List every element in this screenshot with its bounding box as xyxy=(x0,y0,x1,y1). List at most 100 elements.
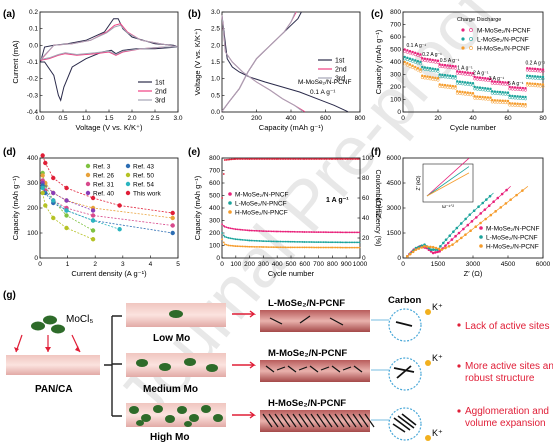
y-tick-label: 200 xyxy=(27,205,38,212)
ce-point xyxy=(308,158,311,160)
rate-point xyxy=(413,67,417,71)
eis-point xyxy=(406,255,409,258)
x-tick-label: 800 xyxy=(355,115,366,122)
inset-fit-line xyxy=(426,166,470,197)
eis-point xyxy=(444,244,447,247)
cycle-point xyxy=(258,230,261,232)
eis-point xyxy=(431,251,435,255)
rate-point xyxy=(408,64,412,68)
rate-point xyxy=(443,75,447,79)
data-point xyxy=(170,210,175,216)
cycle-point xyxy=(348,231,351,234)
cycle-point xyxy=(262,240,265,243)
eis-point xyxy=(452,230,455,234)
cycle-point xyxy=(236,228,239,231)
rate-point xyxy=(468,73,472,77)
cycle-point xyxy=(325,241,328,244)
y-tick-label: 600 xyxy=(209,180,220,187)
cycle-point xyxy=(225,243,228,246)
cycle-point xyxy=(303,241,306,243)
rate-point xyxy=(466,83,470,86)
cycle-point xyxy=(358,246,361,249)
x-tick-label: 700 xyxy=(313,261,324,268)
cycle-point xyxy=(345,231,348,234)
rate-point xyxy=(419,62,422,66)
cycle-point xyxy=(301,241,304,243)
rate-point xyxy=(428,77,432,81)
cycle-point xyxy=(317,231,320,234)
series-line xyxy=(42,192,94,240)
rate-point xyxy=(436,78,440,82)
rate-point xyxy=(433,78,437,82)
ce-point xyxy=(279,158,282,160)
k-ion xyxy=(425,309,431,315)
cycle-point xyxy=(265,246,268,248)
rate-point xyxy=(403,62,407,66)
cycle-point xyxy=(351,241,354,244)
ce-point xyxy=(225,158,228,161)
rate-point xyxy=(541,77,545,81)
note-high-1: Agglomeration and xyxy=(465,406,549,417)
cycle-point xyxy=(295,246,297,249)
cycle-point xyxy=(264,246,266,248)
data-point xyxy=(117,227,122,232)
ce-point xyxy=(273,158,276,160)
cycle-point xyxy=(317,241,320,244)
cycle-point xyxy=(244,229,247,232)
cycle-point xyxy=(272,230,275,233)
ce-point xyxy=(341,158,344,160)
y-tick-label: 2.0 xyxy=(211,42,220,49)
cycle-point xyxy=(312,231,314,233)
cycle-point xyxy=(333,241,335,244)
y-tick-label: 100 xyxy=(27,230,38,237)
cycle-point xyxy=(282,246,285,249)
ce-point xyxy=(223,159,226,161)
cycle-point xyxy=(310,241,313,243)
cycle-point xyxy=(296,240,299,243)
chart-e: 0 100 200 300 400 500 600 700 800 900 100001002003… xyxy=(193,155,381,278)
cycle-point xyxy=(276,240,279,243)
rate-point xyxy=(486,88,490,92)
cycle-point xyxy=(331,246,334,249)
ce-point xyxy=(312,158,314,160)
rate-point xyxy=(420,76,424,80)
x-tick-label: 60 xyxy=(504,115,512,122)
rate-point xyxy=(433,69,437,73)
eis-point xyxy=(459,222,463,225)
ce-point xyxy=(343,158,345,160)
data-point xyxy=(43,160,48,166)
x-tick-label: 1000 xyxy=(353,261,368,268)
cycle-point xyxy=(228,227,230,229)
cycle-point xyxy=(248,239,251,242)
cycle-point xyxy=(279,246,282,249)
cycle-point xyxy=(355,241,358,244)
rate-point xyxy=(446,65,450,69)
data-point xyxy=(90,208,96,213)
cv-curve-2nd xyxy=(40,23,179,61)
chart-c: 0 20 40 60 800100200300400500600700800Cycle … xyxy=(374,9,547,132)
cycle-point xyxy=(324,241,327,244)
cycle-point xyxy=(231,227,234,230)
cycle-point xyxy=(346,241,349,244)
cycle-point xyxy=(250,229,253,232)
x-axis-label: Cycle number xyxy=(268,269,315,278)
rate-point xyxy=(483,78,487,82)
rate-point xyxy=(461,72,464,76)
ce-point xyxy=(339,158,342,160)
x-tick-label: 0 xyxy=(38,261,42,268)
cycle-point xyxy=(221,223,224,226)
cycle-point xyxy=(355,231,358,234)
ce-point xyxy=(284,158,287,160)
y-axis-label: Voltage (V vs. K/K⁺) xyxy=(193,28,202,95)
cycle-point xyxy=(287,246,290,249)
legend-label: 3rd xyxy=(155,98,165,105)
rate-point xyxy=(433,60,437,64)
cycle-point xyxy=(295,230,297,233)
mocl5-particle xyxy=(43,315,57,325)
rate-point xyxy=(454,66,457,70)
cycle-point xyxy=(303,231,306,233)
rate-label: 1 A g⁻¹ xyxy=(457,66,473,72)
cycle-point xyxy=(236,238,239,241)
rate-point xyxy=(468,93,472,97)
